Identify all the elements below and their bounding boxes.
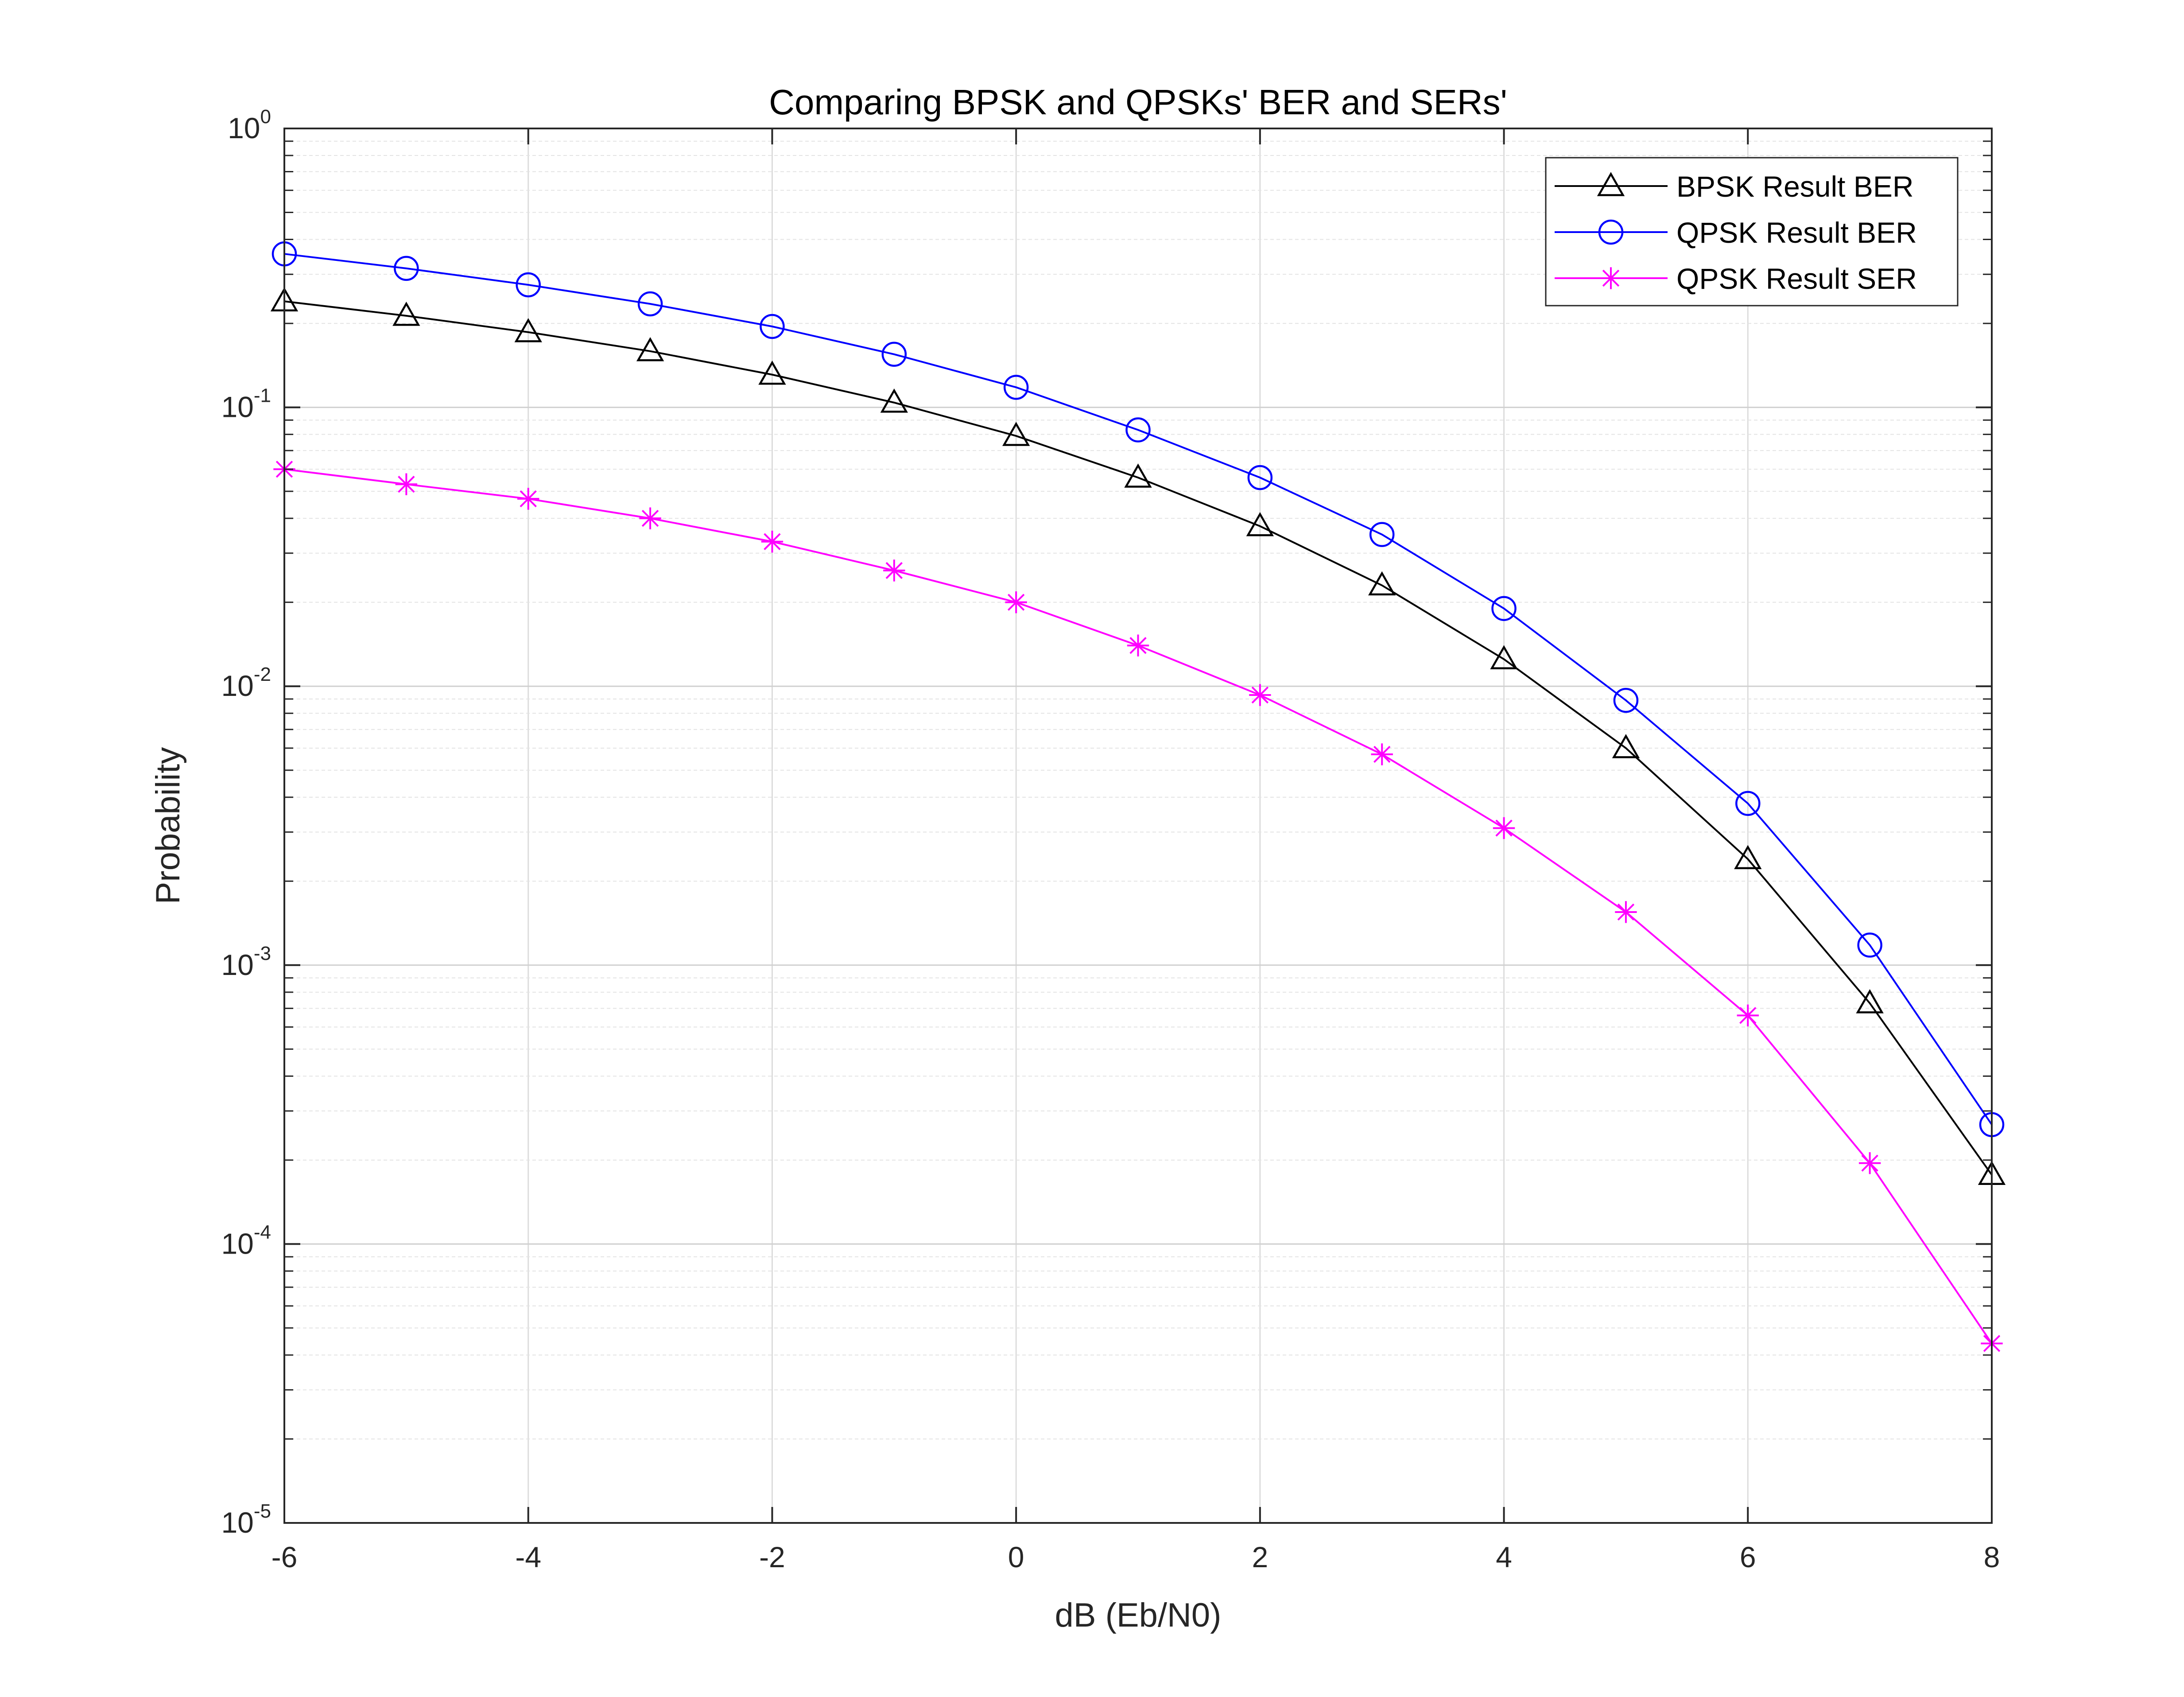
plot-frame [283,128,1993,1524]
series-line [284,300,1993,1176]
legend-item: QPSK Result BER [1555,216,1917,249]
data-point [1598,219,1624,245]
series-0 [270,287,2006,1185]
data-point [880,388,908,413]
data-point [516,272,541,298]
y-axis-label: Probability [149,747,187,905]
x-tick-label: 4 [1496,1541,1512,1573]
data-point [394,256,419,281]
data-point [883,559,905,582]
y-tick-label: 10-2 [221,664,271,702]
data-point [1125,417,1151,443]
x-tick-label: -4 [515,1541,541,1573]
legend: BPSK Result BER QPSK Result BER QPSK Resul… [1545,157,1959,307]
series-1 [272,241,2005,1138]
y-tick-label: 10-1 [221,385,271,423]
y-tick-label: 10-4 [221,1221,271,1260]
chart-title: Comparing BPSK and QPSKs' BER and SERs' [769,82,1507,122]
legend-item: QPSK Result SER [1555,262,1917,295]
data-point [395,473,418,495]
data-point [1737,1004,1759,1027]
data-point [392,302,420,326]
data-point [1246,512,1274,536]
data-point [1857,932,1882,958]
data-point [1491,596,1517,621]
data-point [639,507,661,529]
data-point [514,318,542,342]
data-point [881,342,907,367]
data-point [517,488,539,510]
data-point [1734,845,1762,870]
data-point [1368,571,1396,596]
data-point [761,531,784,553]
legend-label: QPSK Result BER [1676,216,1917,249]
data-point [1735,791,1761,816]
data-point [1600,267,1622,289]
data-point [1003,375,1029,400]
y-tick-label: 10-5 [221,1500,271,1539]
data-point [1249,684,1271,706]
series-line [284,253,1993,1125]
y-tick-label: 100 [228,106,271,144]
data-point [760,314,785,339]
data-point [1615,901,1637,923]
data-point [637,291,663,317]
series-group [270,241,2006,1355]
x-tick-label: 0 [1008,1541,1024,1573]
plot-area [284,128,1992,1523]
data-point [1613,687,1639,713]
data-point [1490,645,1518,669]
data-point [1124,463,1152,488]
x-tick-label: -6 [272,1541,298,1573]
axis-ticks: -6 -4 -2 0 2 4 6 8 10-5 10-4 10-3 10-2 10-1 100 [221,106,2000,1573]
series-2 [273,458,2003,1355]
x-tick-label: 8 [1984,1541,2000,1573]
data-point [1493,817,1515,839]
data-point [1612,734,1640,758]
data-point [1005,591,1027,614]
data-point [1858,1152,1881,1174]
x-tick-label: 6 [1740,1541,1756,1573]
legend-label: BPSK Result BER [1676,170,1914,203]
x-tick-label: 2 [1252,1541,1268,1573]
data-point [636,337,664,361]
data-point [1127,634,1149,656]
data-point [1369,522,1395,547]
x-axis-label: dB (Eb/N0) [1055,1596,1222,1634]
data-point [1247,465,1273,490]
data-point [758,360,786,385]
data-point [1371,743,1393,765]
y-tick-label: 10-3 [221,943,271,981]
data-point [1002,422,1030,446]
data-point [1856,989,1884,1014]
legend-label: QPSK Result SER [1676,262,1917,295]
data-point [1597,172,1625,196]
legend-item: BPSK Result BER [1555,170,1914,203]
x-tick-label: -2 [759,1541,785,1573]
